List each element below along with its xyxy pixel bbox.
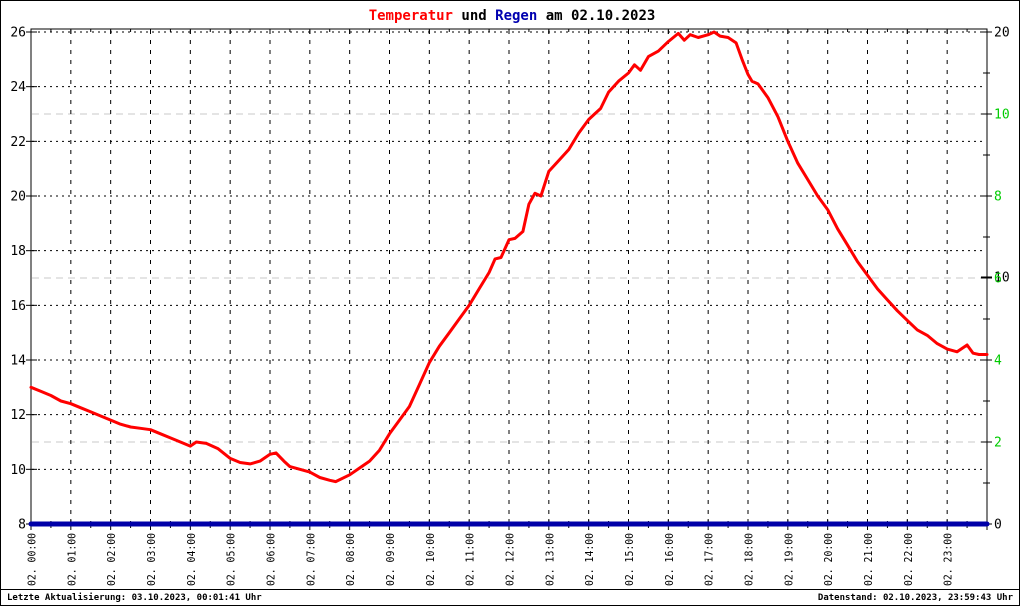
svg-text:02. 08:00: 02. 08:00 [344, 533, 357, 586]
svg-text:02. 11:00: 02. 11:00 [464, 533, 477, 586]
right-axis-green-labels: 10 8 6 4 2 [994, 108, 1010, 451]
svg-text:02. 12:00: 02. 12:00 [504, 533, 517, 586]
svg-text:02. 09:00: 02. 09:00 [384, 533, 397, 586]
svg-text:02. 15:00: 02. 15:00 [623, 533, 636, 586]
svg-text:2: 2 [994, 436, 1002, 451]
svg-text:10: 10 [10, 463, 26, 478]
svg-text:02. 01:00: 02. 01:00 [65, 533, 78, 586]
svg-text:26: 26 [10, 26, 26, 41]
svg-text:6: 6 [994, 272, 1002, 287]
svg-text:02. 17:00: 02. 17:00 [703, 533, 716, 586]
svg-text:02. 22:00: 02. 22:00 [902, 533, 915, 586]
svg-text:24: 24 [10, 80, 26, 95]
svg-text:20: 20 [10, 190, 26, 205]
svg-text:02. 18:00: 02. 18:00 [743, 533, 756, 586]
light-gridlines [32, 113, 986, 443]
svg-text:22: 22 [10, 135, 26, 150]
left-axis-labels: 8 10 12 14 16 18 20 22 24 26 [10, 26, 26, 533]
svg-text:02. 21:00: 02. 21:00 [862, 533, 875, 586]
svg-text:20: 20 [994, 26, 1010, 41]
axis-ticks [26, 29, 992, 530]
vertical-gridlines [70, 30, 948, 524]
temperatur-line [29, 30, 989, 484]
svg-text:8: 8 [994, 190, 1002, 205]
svg-text:12: 12 [10, 408, 26, 423]
chart-title: Temperatur und Regen am 02.10.2023 [369, 8, 656, 24]
svg-text:02. 04:00: 02. 04:00 [185, 533, 198, 586]
svg-text:0: 0 [994, 518, 1002, 533]
svg-text:4: 4 [994, 354, 1002, 369]
svg-text:02. 16:00: 02. 16:00 [663, 533, 676, 586]
svg-text:8: 8 [18, 518, 26, 533]
data-timestamp-text: Datenstand: 02.10.2023, 23:59:43 Uhr [817, 592, 1013, 603]
svg-text:02. 10:00: 02. 10:00 [424, 533, 437, 586]
svg-text:02. 20:00: 02. 20:00 [822, 533, 835, 586]
svg-text:02. 07:00: 02. 07:00 [304, 533, 317, 586]
svg-text:18: 18 [10, 244, 26, 259]
svg-text:02. 00:00: 02. 00:00 [26, 533, 39, 586]
footer: Letzte Aktualisierung: 03.10.2023, 00:01… [1, 589, 1019, 605]
svg-text:02. 13:00: 02. 13:00 [543, 533, 556, 586]
svg-text:02. 05:00: 02. 05:00 [225, 533, 238, 586]
svg-text:02. 03:00: 02. 03:00 [145, 533, 158, 586]
svg-text:02. 23:00: 02. 23:00 [942, 533, 955, 586]
x-axis-labels: 02. 00:00 02. 01:00 02. 02:00 02. 03:00 02. … [26, 533, 955, 586]
svg-text:14: 14 [10, 354, 26, 369]
last-update-text: Letzte Aktualisierung: 03.10.2023, 00:01… [7, 592, 262, 603]
svg-text:02. 14:00: 02. 14:00 [583, 533, 596, 586]
svg-text:10: 10 [994, 271, 1010, 286]
svg-text:02. 02:00: 02. 02:00 [105, 533, 118, 586]
svg-text:02. 19:00: 02. 19:00 [782, 533, 795, 586]
svg-text:16: 16 [10, 299, 26, 314]
svg-text:02. 06:00: 02. 06:00 [265, 533, 278, 586]
right-axis-black-labels: 20 10 0 [994, 26, 1010, 533]
svg-text:10: 10 [994, 108, 1010, 123]
